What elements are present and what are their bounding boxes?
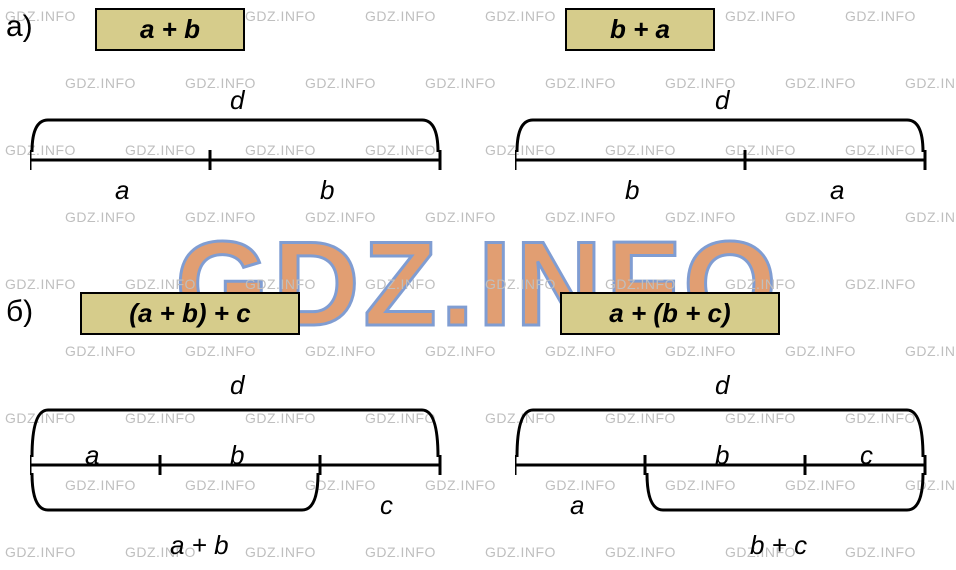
watermark-text: GDZ.INFO xyxy=(65,343,136,359)
segment-label: a xyxy=(115,175,129,206)
formula-1: a + b xyxy=(95,8,245,51)
diagram-d4: d b c a b + c xyxy=(515,365,935,570)
bottom-arc xyxy=(32,473,318,510)
bottom-arc xyxy=(647,473,923,510)
segment-label: b xyxy=(715,440,729,471)
watermark-text: GDZ.INFO xyxy=(905,343,956,359)
formula-2: b + a xyxy=(565,8,715,51)
segment-label: a xyxy=(85,440,99,471)
watermark-text: GDZ.INFO xyxy=(665,343,736,359)
diagram-d3: d a b c a + b xyxy=(30,365,450,570)
bottom-label: b + c xyxy=(750,530,807,561)
segment-label: c xyxy=(860,440,873,471)
formula-3: (a + b) + c xyxy=(80,292,300,335)
segment-label: a xyxy=(830,175,844,206)
watermark-text: GDZ.INFO xyxy=(545,343,616,359)
watermark-text: GDZ.INFO xyxy=(485,8,556,24)
formula-4: a + (b + c) xyxy=(560,292,780,335)
top-arc xyxy=(517,120,923,152)
segment-label: a xyxy=(570,490,584,521)
segment-label: b xyxy=(230,440,244,471)
top-label: d xyxy=(715,85,729,116)
section-a-label: а) xyxy=(6,10,33,44)
top-label: d xyxy=(715,370,729,401)
diagram-d1: d a b xyxy=(30,80,450,285)
segment-label: c xyxy=(380,490,393,521)
watermark-text: GDZ.INFO xyxy=(725,8,796,24)
watermark-text: GDZ.INFO xyxy=(185,343,256,359)
top-arc xyxy=(32,120,438,152)
watermark-text: GDZ.INFO xyxy=(365,8,436,24)
segment-label: b xyxy=(625,175,639,206)
watermark-text: GDZ.INFO xyxy=(845,8,916,24)
bottom-label: a + b xyxy=(170,530,229,561)
watermark-text: GDZ.INFO xyxy=(785,343,856,359)
diagram-d2: d b a xyxy=(515,80,935,285)
segment-label: b xyxy=(320,175,334,206)
top-label: d xyxy=(230,85,244,116)
watermark-text: GDZ.INFO xyxy=(425,343,496,359)
top-label: d xyxy=(230,370,244,401)
section-b-label: б) xyxy=(6,295,33,329)
watermark-text: GDZ.INFO xyxy=(305,343,376,359)
watermark-text: GDZ.INFO xyxy=(245,8,316,24)
